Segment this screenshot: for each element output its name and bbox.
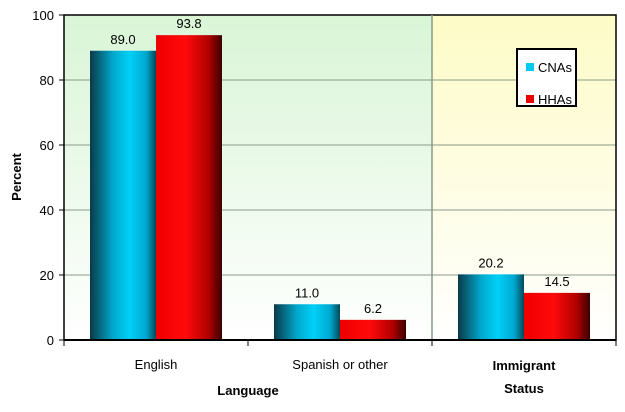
x-category-label: Spanish or other: [292, 357, 388, 372]
data-label: 14.5: [544, 274, 569, 289]
legend-swatch-hhas: [526, 95, 534, 103]
y-tick-label: 60: [40, 138, 54, 153]
data-label: 20.2: [478, 255, 503, 270]
bar-cnas-2: [458, 274, 524, 340]
bar-hhas-2: [524, 292, 590, 340]
x-group-label-immigrant-status: Status: [504, 381, 544, 396]
legend-label: HHAs: [538, 92, 572, 107]
bar-hhas-1: [340, 319, 406, 340]
y-tick-label: 0: [47, 333, 54, 348]
y-tick-label: 20: [40, 268, 54, 283]
data-label: 6.2: [364, 301, 382, 316]
y-tick-label: 40: [40, 203, 54, 218]
data-label: 89.0: [110, 32, 135, 47]
bar-hhas-0: [156, 35, 222, 341]
data-label: 11.0: [295, 285, 319, 300]
x-group-label-immigrant-status: Immigrant: [493, 358, 557, 373]
legend-label: CNAs: [538, 60, 572, 75]
bar-cnas-1: [274, 304, 340, 340]
x-category-label: English: [135, 357, 178, 372]
y-tick-label: 80: [40, 73, 54, 88]
y-tick-label: 100: [32, 8, 54, 23]
data-label: 93.8: [176, 16, 201, 31]
x-group-label-language: Language: [217, 383, 278, 398]
bar-cnas-0: [90, 50, 156, 340]
y-axis-label: Percent: [9, 152, 24, 200]
legend-swatch-cnas: [526, 63, 534, 71]
legend: CNAs HHAs: [516, 48, 577, 107]
